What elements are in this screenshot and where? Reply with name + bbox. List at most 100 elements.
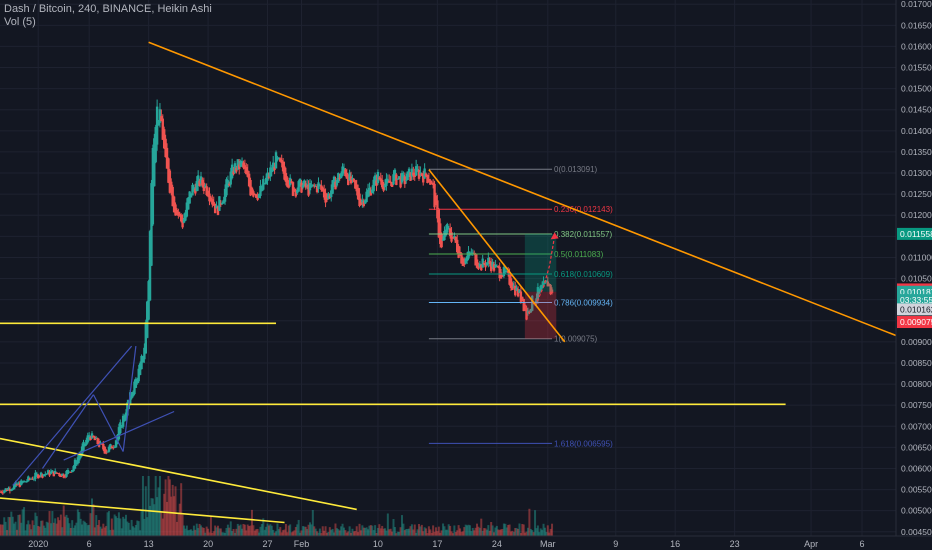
volume-bar	[447, 524, 450, 536]
volume-bar	[508, 524, 511, 536]
candle-body	[529, 309, 533, 313]
candle-body	[298, 178, 302, 187]
volume-bar	[484, 528, 487, 536]
candle-body	[359, 199, 363, 205]
candle-body	[450, 232, 453, 242]
volume-bar	[93, 527, 96, 536]
candle-body	[41, 474, 44, 478]
volume-bar	[133, 527, 136, 536]
candle-body	[189, 193, 193, 198]
volume-bar	[198, 523, 201, 536]
volume-bar	[376, 527, 379, 536]
fib-level-label: 1.618(0.006595)	[554, 439, 613, 448]
candle-body	[441, 239, 445, 241]
volume-bar	[109, 529, 112, 536]
volume-bar	[385, 530, 388, 536]
volume-bar	[422, 531, 425, 536]
volume-bar	[256, 528, 259, 536]
candle-body	[461, 258, 465, 266]
candle-body	[249, 179, 252, 196]
candle-body	[130, 394, 133, 399]
candle-body	[512, 285, 516, 287]
volume-bar	[192, 525, 195, 536]
volume-bar	[395, 533, 398, 536]
volume-bar	[32, 525, 35, 536]
candle-body	[352, 178, 356, 182]
volume-bar	[269, 524, 272, 536]
volume-bar	[58, 520, 61, 536]
volume-bar	[1, 524, 4, 536]
candle-body	[526, 310, 530, 314]
candle-body	[458, 251, 462, 255]
candle-body	[18, 483, 22, 487]
candle-body	[420, 173, 424, 176]
volume-bar	[306, 529, 309, 536]
candle-body	[488, 260, 491, 264]
volume-bar	[342, 527, 345, 536]
volume-bar	[374, 525, 377, 536]
candle-body	[49, 471, 53, 474]
candle-body	[385, 178, 388, 186]
volume-bar	[151, 498, 154, 536]
candle-body	[72, 466, 75, 472]
volume-bar	[23, 507, 26, 536]
candle-body	[273, 166, 276, 170]
volume-bar	[11, 516, 14, 536]
volume-bar	[495, 525, 498, 536]
candle-body	[239, 160, 242, 167]
candle-body	[146, 301, 149, 338]
volume-bar	[65, 514, 68, 536]
candle-body	[426, 174, 429, 184]
candle-body	[123, 415, 126, 422]
volume-bar	[551, 523, 554, 536]
candle-body	[17, 482, 20, 485]
candle-body	[321, 187, 324, 191]
volume-bar	[113, 514, 116, 536]
volume-bar	[391, 531, 394, 536]
candle-body	[20, 480, 23, 486]
volume-bar	[453, 525, 456, 536]
volume-bar	[393, 527, 396, 536]
candle-body	[290, 181, 293, 183]
candle-body	[540, 284, 544, 289]
x-tick-label: 23	[730, 539, 740, 549]
candle-body	[528, 312, 531, 314]
trendline-blue	[41, 394, 94, 469]
volume-bar	[330, 529, 333, 536]
volume-bar	[69, 527, 72, 536]
candle-body	[475, 259, 479, 268]
volume-bar	[327, 531, 330, 536]
candle-body	[409, 172, 412, 181]
candle-body	[548, 283, 551, 286]
volume-bar	[461, 531, 464, 536]
volume-bar	[501, 528, 504, 536]
candle-body	[403, 176, 407, 185]
volume-bar	[100, 528, 103, 536]
x-tick-label: Mar	[540, 539, 556, 549]
candle-body	[525, 307, 528, 320]
candle-body	[433, 183, 436, 208]
candle-body	[287, 182, 290, 188]
trendline-blue	[63, 410, 175, 461]
candle-body	[223, 188, 227, 202]
volume-bar	[120, 528, 123, 536]
candle-body	[44, 473, 47, 476]
volume-bar	[221, 532, 224, 536]
candle-body	[338, 177, 341, 179]
volume-bar	[307, 524, 310, 536]
candle-body	[419, 172, 422, 175]
candle-body	[198, 180, 201, 186]
candle-body	[372, 179, 375, 192]
volume-bar	[318, 528, 321, 536]
candle-body	[154, 127, 157, 163]
volume-bar	[49, 523, 52, 536]
price-marker	[897, 303, 932, 316]
candle-body	[389, 181, 392, 183]
volume-bar	[98, 520, 101, 536]
candle-body	[480, 265, 483, 271]
x-tick-label: 17	[432, 539, 442, 549]
volume-bar	[156, 497, 159, 536]
